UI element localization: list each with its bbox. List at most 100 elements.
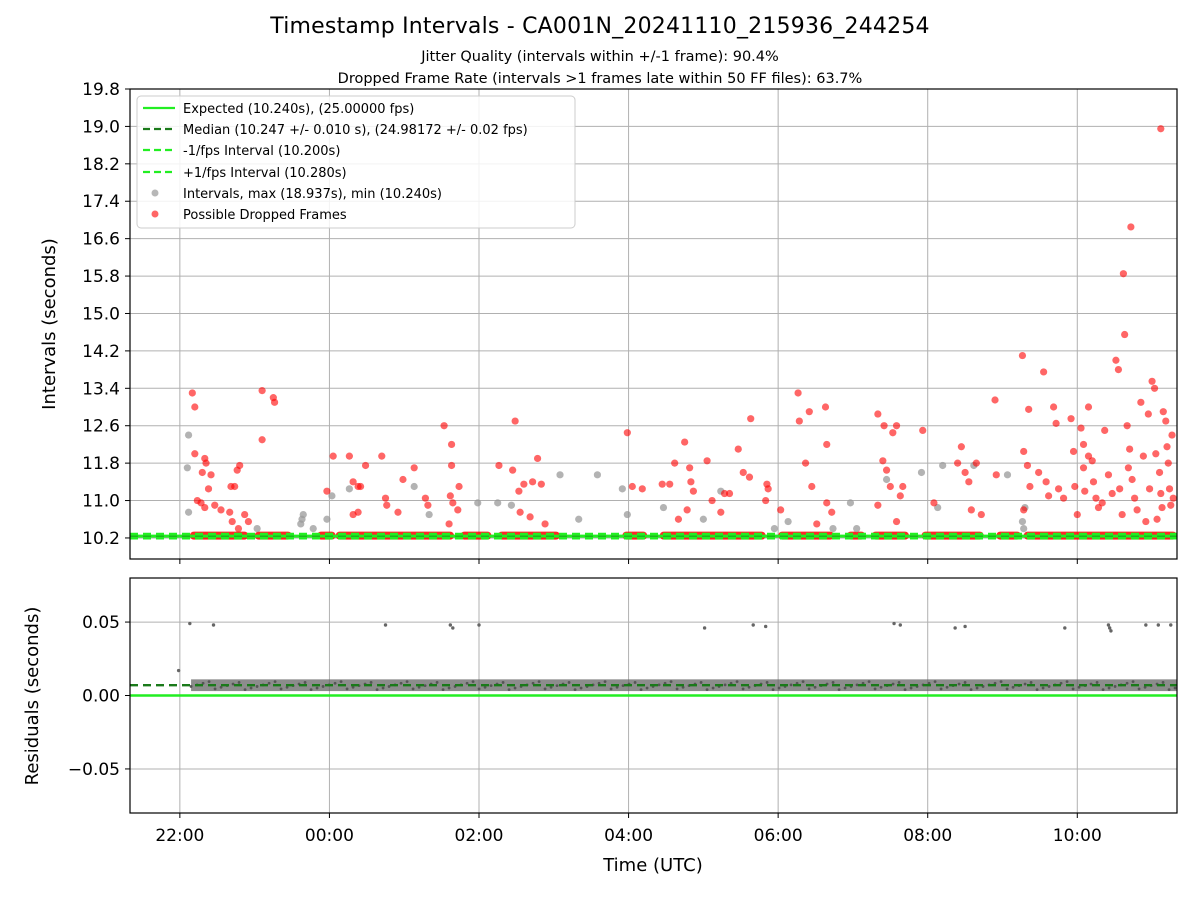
dropped-frame-point (882, 466, 891, 474)
x-tick-label: 04:00 (604, 826, 653, 846)
x-ticks: 22:00 00:00 02:00 04:00 06:00 08:00 10:00 (155, 813, 1102, 846)
residual-band-speck (771, 688, 775, 692)
dropped-frame-point (1157, 489, 1165, 498)
dropped-frame-point (228, 517, 236, 526)
top-y-tick-label: 17.4 (82, 192, 120, 212)
dropped-frame-point (777, 506, 785, 514)
dropped-frame-point (1131, 494, 1139, 502)
dropped-frame-point (828, 508, 836, 516)
dropped-frame-point (515, 487, 523, 495)
residual-point (383, 623, 388, 627)
interval-point (917, 468, 926, 477)
top-y-tick-label: 16.6 (82, 230, 120, 250)
dropped-frame-point (528, 478, 537, 486)
dropped-frame-point (516, 508, 524, 516)
dropped-frame-point (1159, 408, 1167, 416)
residual-point (451, 626, 455, 630)
dropped-frame-point (977, 510, 985, 519)
dropped-frame-point (449, 499, 457, 507)
dropped-frame-point (231, 482, 239, 491)
residual-band-speck (507, 688, 511, 692)
legend-box (136, 95, 576, 229)
dropped-frame-point (1164, 459, 1172, 467)
residual-band-speck (567, 681, 571, 684)
residual-band-speck (1047, 685, 1051, 688)
interval-point (183, 464, 191, 472)
legend-label-plus-fps: +1/fps Interval (10.280s) (183, 166, 347, 181)
dropped-frame-point (447, 440, 456, 449)
x-tick-label: 06:00 (754, 826, 803, 846)
residual-band-speck (1059, 681, 1063, 685)
residual-point (963, 624, 967, 629)
residual-band-speck (999, 680, 1003, 684)
dropped-frame-point (717, 508, 725, 516)
dropped-frame-point (734, 445, 742, 453)
dropped-frame-point (1042, 478, 1050, 486)
bottom-y-tick-label: −0.05 (68, 760, 120, 780)
interval-point (345, 485, 353, 493)
top-y-tick-label: 18.2 (82, 155, 120, 175)
residual-point (176, 668, 181, 673)
dropped-frame-point (537, 480, 545, 488)
dropped-frame-point (967, 506, 975, 514)
dropped-frame-point (445, 520, 453, 528)
residual-band-speck (1113, 685, 1117, 688)
dropped-frame-point (745, 473, 754, 481)
residual-band-speck (777, 686, 781, 690)
dropped-frame-point (880, 422, 888, 430)
dropped-frame-point (446, 492, 454, 500)
dropped-frame-point (874, 410, 882, 418)
dropped-frame-point (681, 438, 689, 446)
residual-band-speck (1023, 682, 1027, 686)
dropped-frame-point (1020, 447, 1028, 456)
residual-band-speck (645, 686, 649, 690)
dropped-frame-point (674, 515, 683, 523)
x-tick-label: 10:00 (1053, 826, 1102, 846)
residual-band-speck (333, 681, 337, 685)
residual-band-speck (939, 687, 943, 691)
dropped-frame-point (671, 459, 679, 467)
dropped-frame-point (399, 475, 407, 484)
dropped-frame-point (889, 429, 897, 437)
dropped-frame-point (204, 485, 213, 493)
residual-band-speck (909, 686, 913, 690)
residual-band-speck (795, 681, 799, 685)
top-ylabel: Intervals (seconds) (39, 238, 60, 410)
residual-band-speck (633, 681, 637, 684)
residual-band-speck (801, 680, 805, 684)
residual-band-speck (621, 684, 625, 688)
residual-band-speck (285, 685, 289, 689)
dropped-frame-point (1116, 485, 1124, 493)
residual-band-speck (375, 688, 379, 692)
residual-band-speck (321, 685, 325, 688)
dropped-frame-point (541, 520, 549, 528)
dropped-frame-point (739, 468, 747, 477)
residual-band-speck (201, 681, 205, 685)
dropped-frame-point (201, 503, 209, 512)
dropped-frame-point (421, 494, 430, 502)
x-tick-label: 00:00 (305, 826, 354, 846)
dropped-frame-point (1126, 445, 1134, 453)
residual-point (477, 623, 481, 627)
dropped-frame-point (191, 403, 199, 411)
legend: Expected (10.240s), (25.00000 fps) Media… (136, 95, 576, 229)
dropped-frame-point (1168, 431, 1176, 439)
residual-band-speck (1131, 680, 1135, 684)
bottom-reference-lines (130, 684, 1177, 697)
dropped-frame-point (1169, 494, 1177, 502)
dropped-frame-point (1045, 492, 1053, 500)
chart-subtitle-dropped: Dropped Frame Rate (intervals >1 frames … (337, 71, 863, 87)
dropped-frame-point (638, 485, 646, 493)
dropped-frame-point (961, 468, 969, 477)
residual-band-speck (705, 688, 709, 692)
residual-band-speck (813, 685, 817, 689)
dropped-frame-point (509, 466, 517, 474)
residual-band-speck (735, 680, 739, 684)
residual-point (448, 623, 453, 627)
residual-band-speck (891, 682, 895, 686)
interval-point (846, 499, 855, 507)
dropped-frame-point (801, 459, 810, 467)
dropped-frame-point (1081, 487, 1089, 495)
residual-band-speck (789, 683, 793, 687)
